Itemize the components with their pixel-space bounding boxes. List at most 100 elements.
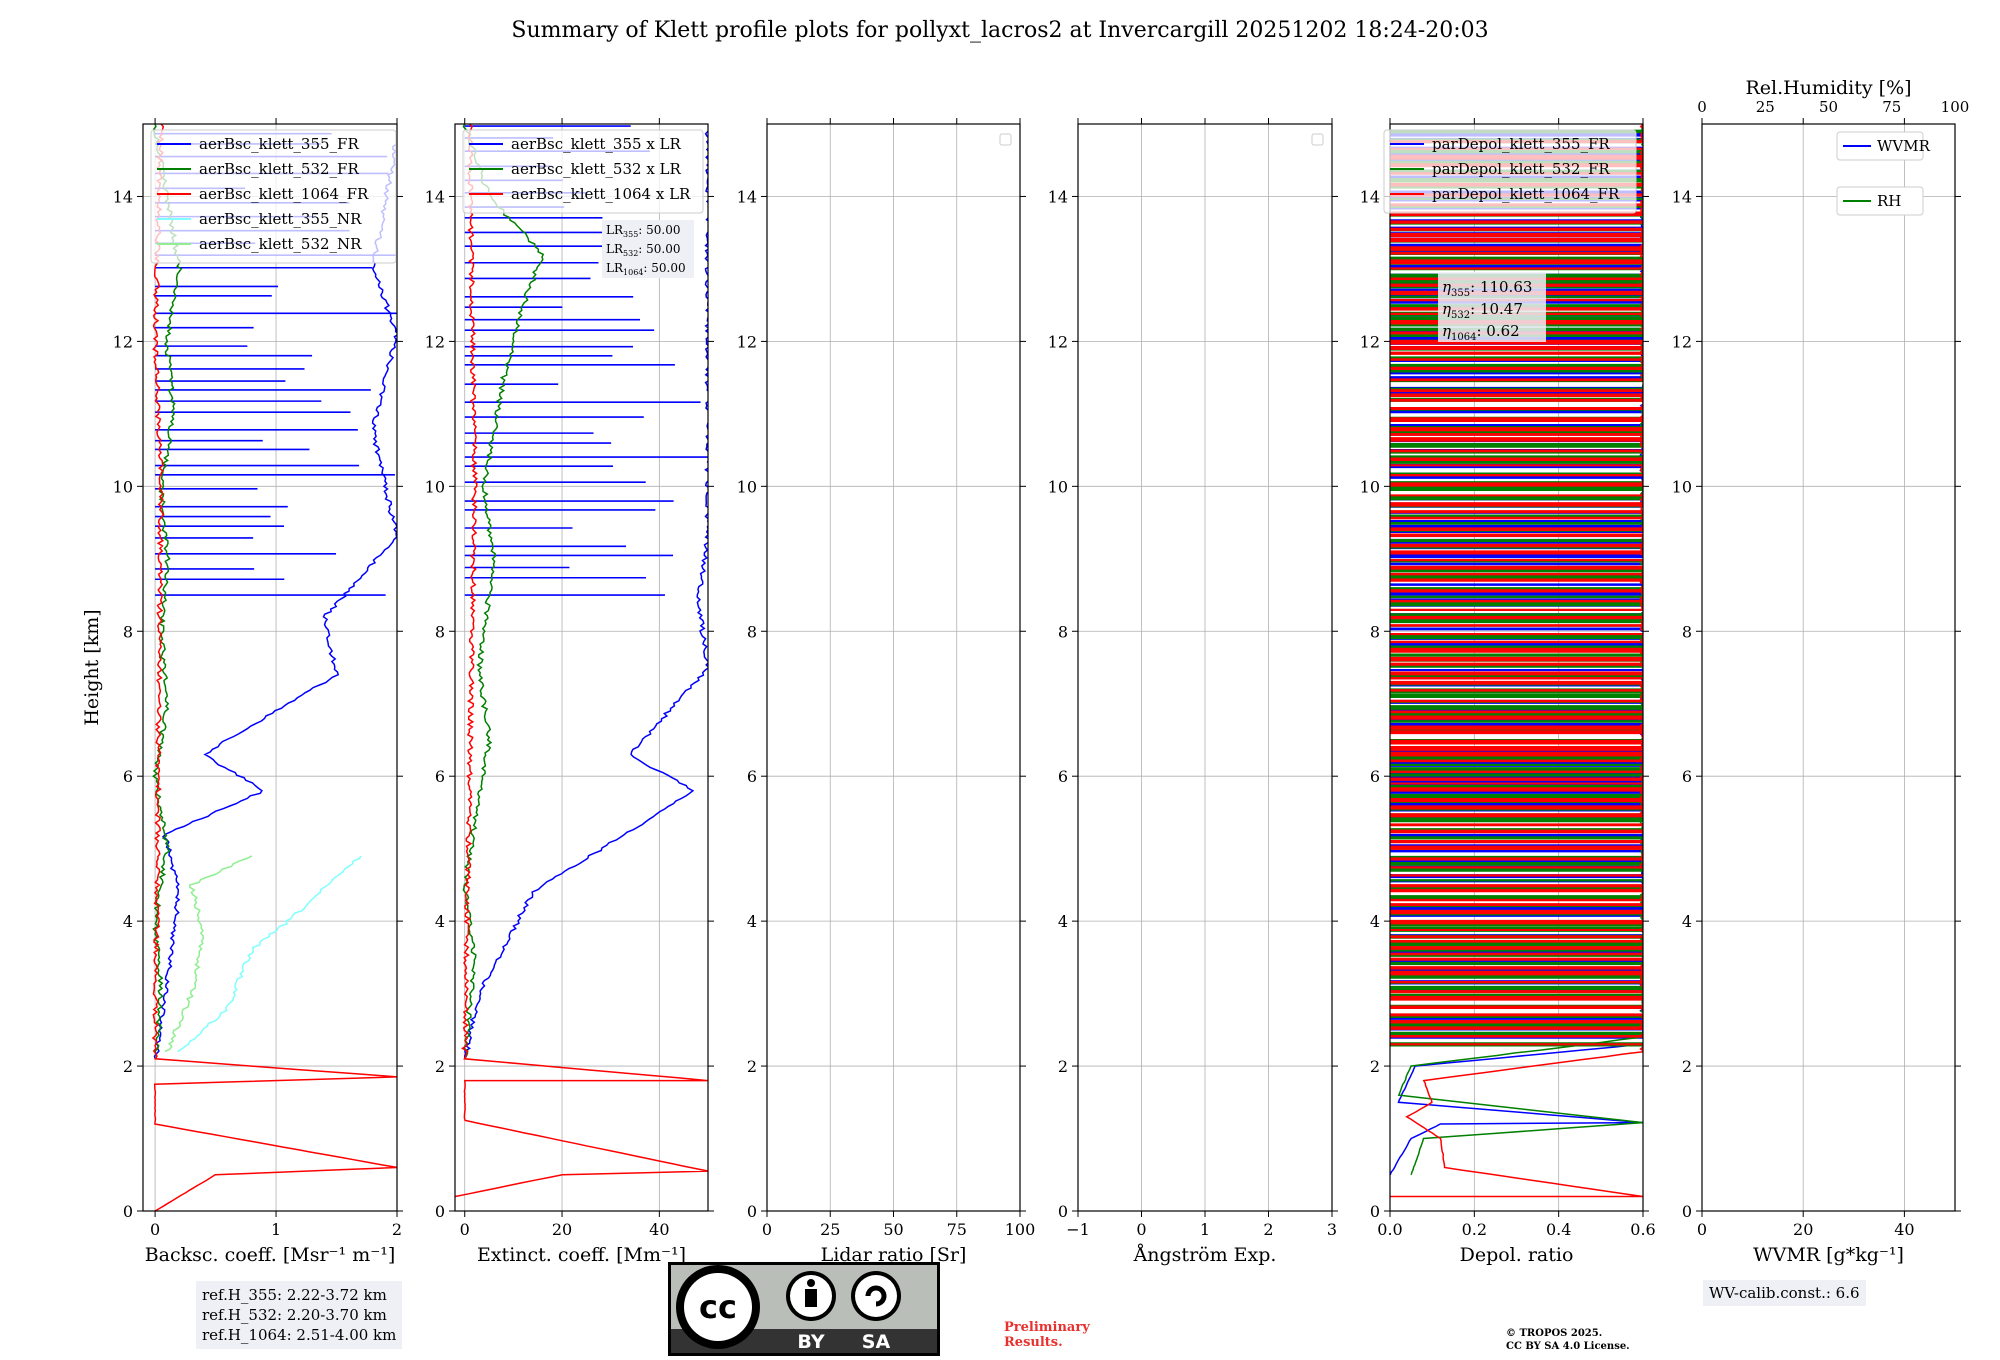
x-tick-label: 20	[1793, 1220, 1813, 1239]
empty-legend-box	[1311, 133, 1324, 146]
eta-annotation-box	[1438, 272, 1546, 342]
preliminary-line-1: Preliminary	[1004, 1320, 1090, 1335]
top-x-tick-label: 25	[1756, 98, 1775, 116]
cc-by-label: BY	[797, 1331, 824, 1353]
series-line-aerBsc_klett_532 x LR	[462, 124, 545, 1060]
x-tick-label: 0.2	[1462, 1220, 1487, 1239]
y-tick-label: 8	[123, 622, 133, 641]
lr-annotation-text: LR1064: 50.00	[606, 261, 686, 277]
x-tick-label: 0	[460, 1220, 470, 1239]
x-axis-label: Lidar ratio [Sr]	[821, 1244, 967, 1266]
x-tick-label: 1	[1200, 1220, 1210, 1239]
legend-label: aerBsc_klett_532_NR	[199, 235, 362, 253]
x-tick-label: −1	[1066, 1220, 1090, 1239]
y-tick-label: 4	[123, 912, 133, 931]
person-body-icon	[805, 1289, 817, 1307]
y-tick-label: 10	[425, 477, 445, 496]
legend-label: WVMR	[1877, 137, 1931, 155]
cc-by-sa-license-logo: cc BY SA	[668, 1262, 940, 1356]
y-tick-label: 10	[737, 477, 757, 496]
legend-label: aerBsc_klett_355 x LR	[511, 135, 682, 153]
y-tick-label: 14	[737, 187, 757, 206]
y-tick-label: 8	[1682, 622, 1692, 641]
sa-arrow-icon	[865, 1285, 887, 1307]
y-tick-label: 12	[1048, 332, 1068, 351]
x-tick-label: 2	[392, 1220, 402, 1239]
x-tick-label: 75	[947, 1220, 967, 1239]
lr-annotation-text: LR355: 50.00	[606, 223, 681, 239]
y-tick-label: 6	[435, 767, 445, 786]
preliminary-results-note: Preliminary Results.	[1004, 1320, 1090, 1350]
eta-annotation-text: η355: 110.63	[1442, 278, 1532, 299]
y-tick-label: 4	[435, 912, 445, 931]
legend-box	[150, 129, 397, 264]
panel-wvmr: 0 20 40 0 2 4 6 8 10 12 14 WVMR [g*kg⁻¹] Rel.Humidit…	[1672, 77, 1970, 1266]
x-tick-label: 0	[1697, 1220, 1707, 1239]
sa-icon-inner	[855, 1275, 897, 1317]
x-axis-label: WVMR [g*kg⁻¹]	[1753, 1244, 1904, 1266]
series-group	[455, 124, 708, 1198]
lr-annotation-text: LR532: 50.00	[606, 242, 681, 258]
series-group	[151, 124, 397, 1211]
panel-frame	[1389, 123, 1644, 1212]
cc-letters: cc	[699, 1288, 737, 1326]
y-tick-label: 12	[113, 332, 133, 351]
y-tick-label: 6	[747, 767, 757, 786]
top-x-tick-label: 100	[1941, 98, 1970, 116]
x-axis-label: Extinct. coeff. [Mm⁻¹]	[477, 1244, 686, 1266]
x-tick-label: 20	[552, 1220, 572, 1239]
cc-icon	[684, 1273, 752, 1341]
y-tick-label: 8	[1370, 622, 1380, 641]
y-tick-label: 12	[1360, 332, 1380, 351]
y-tick-label: 2	[747, 1057, 757, 1076]
legend-label: aerBsc_klett_355_NR	[199, 210, 362, 228]
series-line-aerBsc_klett_1064 x LR	[455, 124, 708, 1198]
y-tick-label: 2	[435, 1057, 445, 1076]
y-tick-label: 0	[1682, 1202, 1692, 1221]
legend-box	[1836, 186, 1924, 216]
x-tick-label: 40	[649, 1220, 669, 1239]
reference-height-box: ref.H_355: 2.22-3.72 km ref.H_532: 2.20-…	[196, 1281, 403, 1349]
series-line-aerBsc_klett_532_FR	[151, 124, 183, 1060]
y-tick-label: 2	[123, 1057, 133, 1076]
x-tick-label: 0.4	[1546, 1220, 1571, 1239]
x-axis-label: Depol. ratio	[1460, 1244, 1574, 1266]
legend-box	[462, 129, 704, 214]
eta-annotation-text: η532: 10.47	[1442, 300, 1523, 321]
y-axis-label: Height [km]	[81, 609, 103, 725]
x-tick-label: 100	[1005, 1220, 1036, 1239]
x-tick-label: 2	[1263, 1220, 1273, 1239]
empty-legend-box	[999, 133, 1012, 146]
y-tick-label: 10	[113, 477, 133, 496]
series-line-aerBsc_klett_355 x LR	[463, 130, 708, 1059]
ref-height-1064: ref.H_1064: 2.51-4.00 km	[202, 1326, 397, 1344]
legend-box	[1383, 129, 1637, 214]
wv-calibration-box: WV-calib.const.: 6.6	[1703, 1280, 1866, 1306]
cc-sa-label: SA	[862, 1331, 891, 1353]
x-tick-label: 0	[150, 1220, 160, 1239]
top-x-axis-label: Rel.Humidity [%]	[1745, 77, 1911, 99]
legend-label: parDepol_klett_1064_FR	[1432, 185, 1620, 203]
y-tick-label: 0	[123, 1202, 133, 1221]
copyright-line-2: CC BY SA 4.0 License.	[1506, 1341, 1630, 1352]
panel-frame	[1701, 123, 1956, 1212]
y-tick-label: 2	[1370, 1057, 1380, 1076]
y-tick-label: 10	[1048, 477, 1068, 496]
copyright-line-1: © TROPOS 2025.	[1506, 1328, 1603, 1339]
series-line-aerBsc_klett_532_NR	[164, 855, 253, 1053]
y-tick-label: 6	[1058, 767, 1068, 786]
legend-label: aerBsc_klett_532 x LR	[511, 160, 682, 178]
y-tick-label: 10	[1672, 477, 1692, 496]
y-tick-label: 8	[1058, 622, 1068, 641]
y-tick-label: 2	[1058, 1057, 1068, 1076]
y-tick-label: 6	[123, 767, 133, 786]
y-tick-label: 6	[1682, 767, 1692, 786]
legend-label: aerBsc_klett_1064_FR	[199, 185, 369, 203]
series-line-aerBsc_klett_355_FR	[153, 138, 397, 1059]
panel-frame	[142, 123, 398, 1212]
y-tick-label: 0	[1058, 1202, 1068, 1221]
x-tick-label: 25	[820, 1220, 840, 1239]
